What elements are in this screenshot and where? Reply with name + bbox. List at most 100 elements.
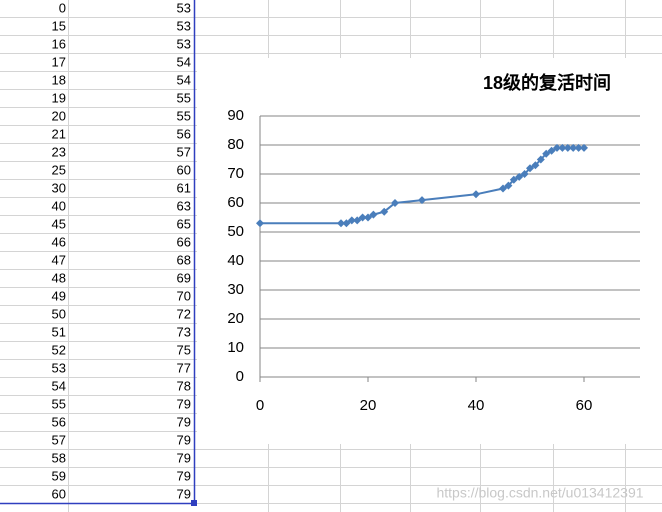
cell: 66 <box>177 234 191 249</box>
data-point <box>358 213 367 222</box>
cell: 53 <box>52 360 66 375</box>
cell: 69 <box>177 270 191 285</box>
cell: 56 <box>52 414 66 429</box>
cell: 79 <box>177 414 191 429</box>
cell: 65 <box>177 216 191 231</box>
cell: 48 <box>52 270 66 285</box>
cell: 58 <box>52 450 66 465</box>
cell: 17 <box>52 54 66 69</box>
cell: 78 <box>177 378 191 393</box>
data-point <box>542 149 551 158</box>
cell: 49 <box>52 288 66 303</box>
fill-handle[interactable] <box>191 500 197 506</box>
data-point <box>526 164 534 173</box>
cell: 57 <box>177 144 191 159</box>
cell: 72 <box>177 306 191 321</box>
cell: 46 <box>52 234 66 249</box>
cell: 55 <box>177 90 191 105</box>
data-point <box>569 143 578 152</box>
cell: 59 <box>52 468 66 483</box>
data-point <box>353 216 362 225</box>
cell: 53 <box>177 18 191 33</box>
cell: 53 <box>177 0 191 15</box>
cell: 47 <box>52 252 66 267</box>
cell: 55 <box>52 396 66 411</box>
y-tick-label: 50 <box>227 223 244 240</box>
cell: 52 <box>52 342 66 357</box>
cell: 68 <box>177 252 191 267</box>
data-point <box>563 143 572 152</box>
data-point <box>520 170 529 178</box>
data-point <box>553 143 561 152</box>
data-point <box>547 146 556 155</box>
cell: 25 <box>52 162 66 177</box>
cell: 51 <box>52 324 66 339</box>
cell: 54 <box>177 54 191 69</box>
cell: 40 <box>52 198 66 213</box>
data-point <box>342 219 351 228</box>
cell: 50 <box>52 306 66 321</box>
data-point <box>369 210 378 219</box>
y-tick-label: 80 <box>227 136 244 153</box>
cell: 15 <box>52 18 66 33</box>
cell: 75 <box>177 342 191 357</box>
y-tick-label: 90 <box>227 107 244 124</box>
data-point <box>509 175 518 184</box>
cell: 55 <box>177 108 191 123</box>
y-tick-label: 0 <box>236 368 244 385</box>
data-point <box>347 216 356 225</box>
cells: 0 53 15 53 16 53 17 54 18 54 19 55 20 55 21 56 23 57 25 60 3… <box>52 0 191 501</box>
cell: 20 <box>52 108 66 123</box>
plot: 0 10 20 30 40 50 60 70 80 90 0 20 40 60 <box>227 107 640 414</box>
cell: 30 <box>52 180 66 195</box>
cell: 57 <box>52 432 66 447</box>
data-point <box>574 143 583 152</box>
data-point <box>499 184 507 193</box>
cell: 73 <box>177 324 191 339</box>
cell: 45 <box>52 216 66 231</box>
cell: 16 <box>52 36 66 51</box>
cell: 19 <box>52 90 66 105</box>
data-point <box>515 172 524 181</box>
cell: 79 <box>177 486 191 501</box>
cell: 61 <box>177 180 191 195</box>
cell: 79 <box>177 450 191 465</box>
x-tick-label: 0 <box>256 397 264 414</box>
data-point <box>418 196 426 205</box>
cell: 63 <box>177 198 191 213</box>
data-point <box>472 190 480 199</box>
y-tick-label: 10 <box>227 339 244 356</box>
cell: 79 <box>177 468 191 483</box>
cell: 23 <box>52 144 66 159</box>
cell: 70 <box>177 288 191 303</box>
y-tick-label: 70 <box>227 165 244 182</box>
data-point <box>380 207 389 216</box>
data-point <box>364 213 372 222</box>
cell: 18 <box>52 72 66 87</box>
data-point <box>391 199 399 207</box>
data-point <box>558 143 567 152</box>
y-tick-label: 60 <box>227 194 244 211</box>
y-tick-label: 40 <box>227 252 244 269</box>
cell: 60 <box>177 162 191 177</box>
cell: 79 <box>177 396 191 411</box>
x-tick-label: 40 <box>468 397 485 414</box>
cell: 56 <box>177 126 191 141</box>
cell: 79 <box>177 432 191 447</box>
x-tick-label: 60 <box>576 397 593 414</box>
data-point <box>536 155 545 164</box>
cell: 21 <box>52 126 66 141</box>
cell: 60 <box>52 486 66 501</box>
cell: 54 <box>177 72 191 87</box>
watermark: https://blog.csdn.net/u013412391 <box>436 485 643 501</box>
cell: 77 <box>177 360 191 375</box>
y-tick-label: 20 <box>227 310 244 327</box>
data-point <box>256 219 264 228</box>
data-point <box>531 161 540 170</box>
data-point <box>580 143 588 152</box>
cell: 53 <box>177 36 191 51</box>
x-tick-label: 20 <box>360 397 377 414</box>
data-point <box>504 181 513 190</box>
y-tick-label: 30 <box>227 281 244 298</box>
